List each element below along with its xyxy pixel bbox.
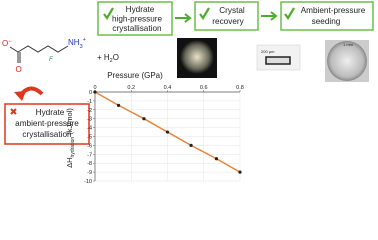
graphical-abstract: Hydrate high-pressure crystallisation Cr…	[2, 1, 374, 184]
y-tick-label: -5	[87, 135, 92, 141]
atom-label: NH	[68, 38, 80, 47]
step-text: seeding	[312, 17, 341, 26]
y-tick-label: -1	[87, 99, 92, 105]
x-tick-label: 0.4	[164, 85, 172, 91]
point	[93, 90, 97, 94]
step-text: Ambient-pressure	[301, 6, 366, 15]
y-tick-label: -7	[87, 152, 92, 158]
point	[116, 103, 121, 107]
x-tick-label: 0.2	[127, 85, 135, 91]
point	[165, 130, 170, 134]
step-text: high-pressure	[112, 15, 163, 24]
step-box: Crystal recovery	[194, 1, 259, 31]
y-tick-label: 0	[89, 90, 92, 96]
water-text: O	[113, 53, 119, 62]
arrow	[261, 11, 278, 21]
step-text: Hydrate	[126, 5, 155, 14]
y-tick-label: -9	[87, 170, 92, 176]
point	[142, 117, 146, 121]
step-text: crystallisation	[22, 130, 72, 139]
point	[238, 170, 242, 174]
label-part: ΔH	[65, 157, 74, 167]
molecule	[9, 45, 69, 63]
label-sub: hydration	[70, 137, 76, 158]
y-tick-label: -3	[87, 117, 92, 123]
photo-crystal	[327, 41, 367, 81]
atom: O−	[2, 39, 12, 48]
step-box: Hydrate high-pressure crystallisation	[97, 1, 173, 36]
point	[189, 143, 193, 147]
failed-box: Hydrate ambient-pressure crystallisation	[4, 103, 90, 145]
subscript: 2	[110, 58, 113, 64]
y-tick-label: -6	[87, 143, 92, 149]
atom: NH3+	[68, 37, 86, 50]
charge: −	[8, 39, 12, 45]
x-tick-label: 0.6	[200, 85, 208, 91]
subscript: 3	[80, 44, 83, 50]
point	[214, 157, 219, 161]
y-tick-label: -4	[87, 126, 92, 132]
step-text: crystallisation	[112, 24, 162, 33]
arrow	[175, 13, 192, 23]
step-text: recovery	[212, 17, 244, 26]
scale-label: 200 µm	[261, 49, 275, 54]
y-tick-label: -2	[87, 108, 92, 114]
x-tick-label: 0	[93, 85, 96, 91]
y-tick-label: -10	[84, 179, 92, 184]
y-axis-title: ΔHhydration (kJ/mol)	[65, 108, 76, 168]
step-text: ambient-pressure	[15, 119, 79, 128]
scale-label: 1 mm	[343, 42, 354, 47]
step-text: Hydrate	[36, 108, 65, 117]
svg-text:Hydrate: Hydrate	[126, 5, 155, 14]
step-box: Ambient-pressure seeding	[280, 1, 374, 31]
y-tick-label: -8	[87, 161, 92, 167]
photo-crystal	[180, 40, 214, 74]
photo-crystal	[265, 56, 291, 65]
atom-label: O	[2, 39, 8, 48]
label-part: (kJ/mol)	[65, 108, 74, 137]
x-tick-label: 0.8	[236, 85, 244, 91]
atom: O	[16, 65, 22, 74]
atom: F	[49, 57, 53, 63]
arrow-head	[14, 91, 26, 101]
step-text: Crystal	[219, 6, 245, 15]
charge: +	[83, 37, 86, 43]
water-text: + H	[97, 53, 110, 62]
x-axis-title: Pressure (GPa)	[107, 71, 163, 80]
chart: 0 -1 -2 -3 -4 -5 -6 -7 -8 -9 -10 0 0.2 0.4 0.6 0.8	[84, 85, 244, 184]
water: + H2O	[97, 53, 119, 64]
